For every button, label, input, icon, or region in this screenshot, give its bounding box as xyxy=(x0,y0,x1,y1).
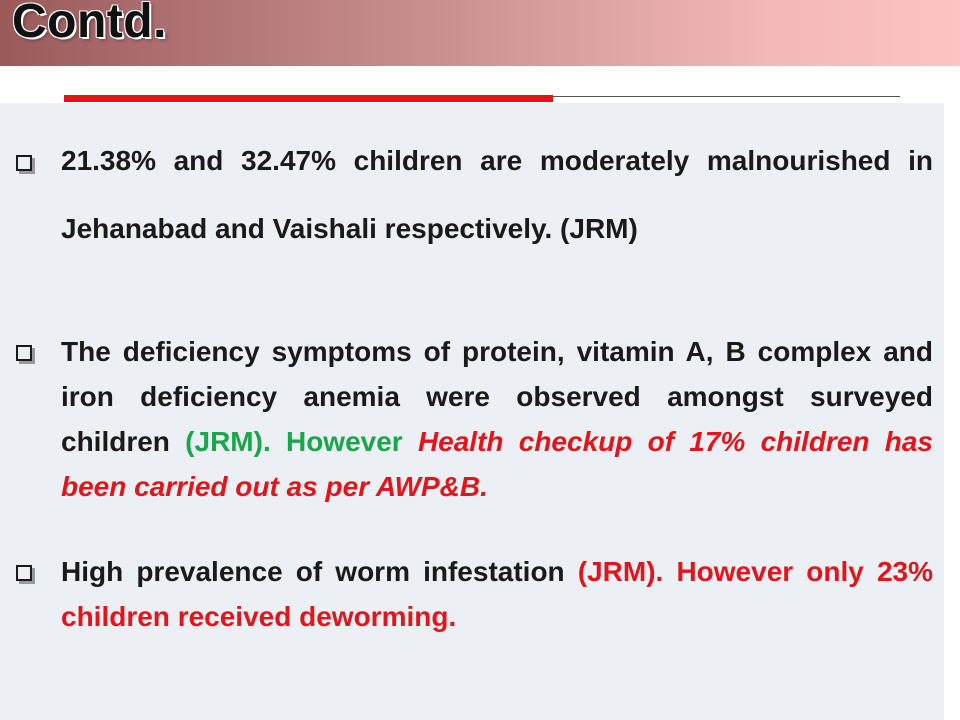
bullet-2-main-text: The deficiency symptoms of protein, vita… xyxy=(61,336,933,457)
bullet-3-deworming-note: However only 23% children received dewor… xyxy=(61,556,933,632)
title-bar: Contd. xyxy=(0,0,960,66)
checkbox-bullet-icon xyxy=(16,155,32,171)
bullet-text-3: High prevalence of worm infestation (JRM… xyxy=(61,549,933,639)
bullet-2-source-jrm: (JRM). xyxy=(185,426,271,457)
bullet-item-2: The deficiency symptoms of protein, vita… xyxy=(16,329,933,509)
bullet-2-health-checkup-note: Health checkup of 17% children has been … xyxy=(61,426,933,502)
bullet-2-however: However xyxy=(285,426,418,457)
content-panel: 21.38% and 32.47% children are moderatel… xyxy=(0,103,944,720)
title-underline-thin xyxy=(553,96,900,97)
bullet-item-3: High prevalence of worm infestation (JRM… xyxy=(16,549,933,639)
bullet-1-text: 21.38% and 32.47% children are moderatel… xyxy=(61,145,933,244)
bullet-text-2: The deficiency symptoms of protein, vita… xyxy=(61,329,933,509)
checkbox-bullet-icon xyxy=(16,565,32,581)
checkbox-bullet-icon xyxy=(16,345,32,361)
bullet-text-1: 21.38% and 32.47% children are moderatel… xyxy=(61,127,933,263)
bullet-3-main-text: High prevalence of worm infestation xyxy=(61,556,578,587)
slide-title: Contd. xyxy=(12,0,167,48)
title-underline-red xyxy=(64,95,553,102)
bullet-3-source-jrm: (JRM). xyxy=(577,556,664,587)
bullet-item-1: 21.38% and 32.47% children are moderatel… xyxy=(16,127,933,263)
